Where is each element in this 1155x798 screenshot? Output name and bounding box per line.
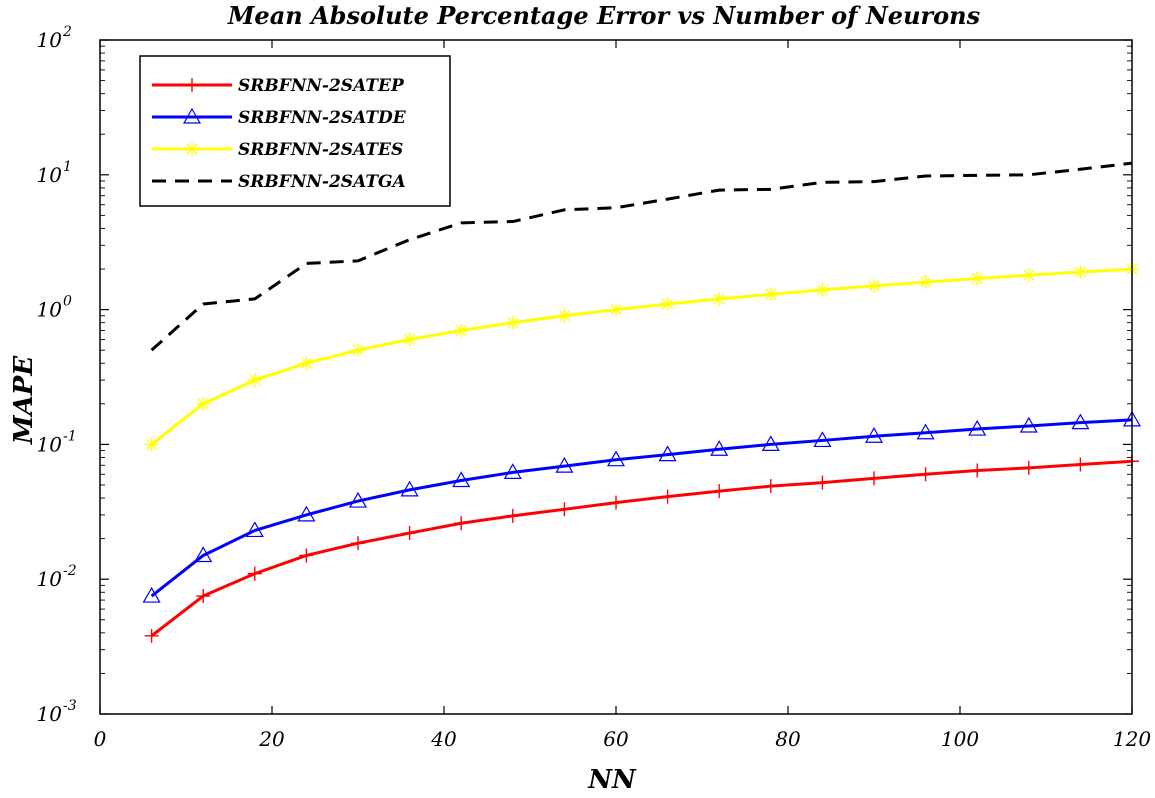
x-tick-label: 20 [258, 727, 285, 751]
y-tick-exponent: -2 [63, 563, 77, 579]
data-point-srbfnn-2satep [815, 475, 830, 490]
x-tick-label: 80 [775, 727, 801, 751]
data-point-srbfnn-2sates [402, 332, 417, 347]
data-point-srbfnn-2satde [658, 445, 677, 462]
y-tick-exponent: -3 [63, 698, 77, 714]
series-line-srbfnn-2satde [150, 418, 1133, 598]
legend-marker-srbfnn-2satde [182, 107, 202, 124]
x-tick-label: 40 [430, 727, 457, 751]
data-point-srbfnn-2sates [815, 282, 830, 297]
y-tick-exponent: 0 [63, 294, 72, 310]
data-point-srbfnn-2satep [299, 548, 314, 563]
chart-title: Mean Absolute Percentage Error vs Number… [227, 1, 981, 30]
data-point-srbfnn-2satde [297, 505, 316, 522]
legend-label-srbfnn-2satga: SRBFNN-2SATGA [238, 172, 406, 192]
data-point-srbfnn-2satep [196, 589, 211, 604]
data-point-srbfnn-2sates [918, 275, 933, 290]
legend: SRBFNN-2SATEP SRBFNN-2SATDE SRBFNN-2SATES S… [139, 55, 451, 207]
data-point-srbfnn-2satep [1073, 457, 1088, 472]
data-point-srbfnn-2satep [660, 489, 675, 504]
x-tick-label: 0 [94, 727, 107, 751]
data-point-srbfnn-2satep [712, 484, 727, 499]
data-point-srbfnn-2satde [142, 586, 161, 603]
y-tick-label: 10 [37, 298, 63, 322]
data-point-srbfnn-2satde [503, 463, 522, 479]
data-point-srbfnn-2sates [351, 343, 365, 358]
data-point-srbfnn-2satde [1071, 413, 1090, 430]
legend-marker-srbfnn-2sates [185, 142, 199, 156]
data-point-srbfnn-2satep [557, 502, 572, 517]
data-point-srbfnn-2satep [763, 479, 778, 494]
data-point-srbfnn-2sates [247, 373, 262, 388]
x-tick-label: 100 [941, 727, 979, 751]
data-point-srbfnn-2satde [452, 471, 471, 488]
data-point-srbfnn-2sates [505, 315, 520, 330]
y-tick-label: 10 [37, 163, 63, 187]
data-point-srbfnn-2satde [606, 450, 626, 467]
data-point-srbfnn-2satde [348, 491, 368, 508]
data-point-srbfnn-2satde [245, 521, 264, 538]
data-point-srbfnn-2satde [968, 419, 987, 436]
data-point-srbfnn-2satde [1019, 416, 1038, 433]
y-tick-label: 10 [37, 567, 63, 591]
y-tick-exponent: 2 [62, 24, 72, 40]
data-point-srbfnn-2satep [247, 566, 262, 581]
data-point-srbfnn-2sates [712, 291, 727, 306]
y-axis-label: MAPE [9, 355, 39, 446]
data-point-srbfnn-2satde [400, 480, 419, 497]
data-point-srbfnn-2satep [402, 526, 417, 541]
data-point-srbfnn-2satep [505, 508, 520, 523]
data-point-srbfnn-2sates [454, 323, 469, 338]
data-point-srbfnn-2satep [609, 495, 623, 510]
data-point-srbfnn-2satde [916, 423, 935, 440]
x-axis-label: NN [587, 765, 637, 795]
data-point-srbfnn-2satde [813, 431, 832, 448]
data-point-srbfnn-2sates [970, 271, 985, 286]
series-line-srbfnn-2sates [150, 267, 1133, 446]
series-line-srbfnn-2satep [150, 459, 1133, 638]
data-point-srbfnn-2satde [864, 427, 884, 443]
series-line-srbfnn-2satga [150, 161, 1133, 352]
x-tick-label: 120 [1113, 727, 1151, 751]
data-point-srbfnn-2satde [761, 435, 780, 451]
data-point-srbfnn-2sates [299, 356, 314, 371]
data-point-srbfnn-2satep [867, 471, 881, 486]
data-point-srbfnn-2satep [1021, 460, 1036, 475]
data-point-srbfnn-2sates [1021, 268, 1036, 283]
y-tick-exponent: 1 [63, 159, 72, 175]
data-point-srbfnn-2satep [351, 536, 365, 551]
plot-frame [99, 39, 1133, 715]
data-point-srbfnn-2sates [609, 302, 623, 317]
data-point-srbfnn-2satde [194, 546, 213, 563]
y-tick-label: 10 [37, 432, 63, 456]
data-point-srbfnn-2sates [144, 437, 159, 452]
data-point-srbfnn-2satep [454, 516, 469, 531]
data-point-srbfnn-2sates [1073, 265, 1088, 280]
x-tick-label: 60 [603, 727, 629, 751]
data-point-srbfnn-2satep [970, 463, 985, 478]
data-point-srbfnn-2satde [555, 456, 574, 473]
data-point-srbfnn-2satep [144, 628, 159, 643]
series-layer [142, 161, 1142, 643]
data-point-srbfnn-2sates [763, 287, 778, 302]
legend-label-srbfnn-2sates: SRBFNN-2SATES [238, 140, 403, 160]
data-point-srbfnn-2sates [196, 396, 211, 411]
legend-label-srbfnn-2satde: SRBFNN-2SATDE [238, 108, 407, 128]
data-point-srbfnn-2sates [867, 278, 881, 293]
y-tick-label: 10 [37, 28, 63, 52]
y-tick-exponent: -1 [63, 428, 77, 444]
data-point-srbfnn-2satep [918, 467, 933, 482]
data-point-srbfnn-2sates [660, 297, 675, 312]
legend-marker-srbfnn-2satep [185, 78, 199, 92]
data-point-srbfnn-2sates [557, 308, 572, 323]
data-point-srbfnn-2satde [710, 440, 729, 456]
legend-label-srbfnn-2satep: SRBFNN-2SATEP [238, 76, 405, 96]
y-tick-label: 10 [37, 702, 63, 726]
